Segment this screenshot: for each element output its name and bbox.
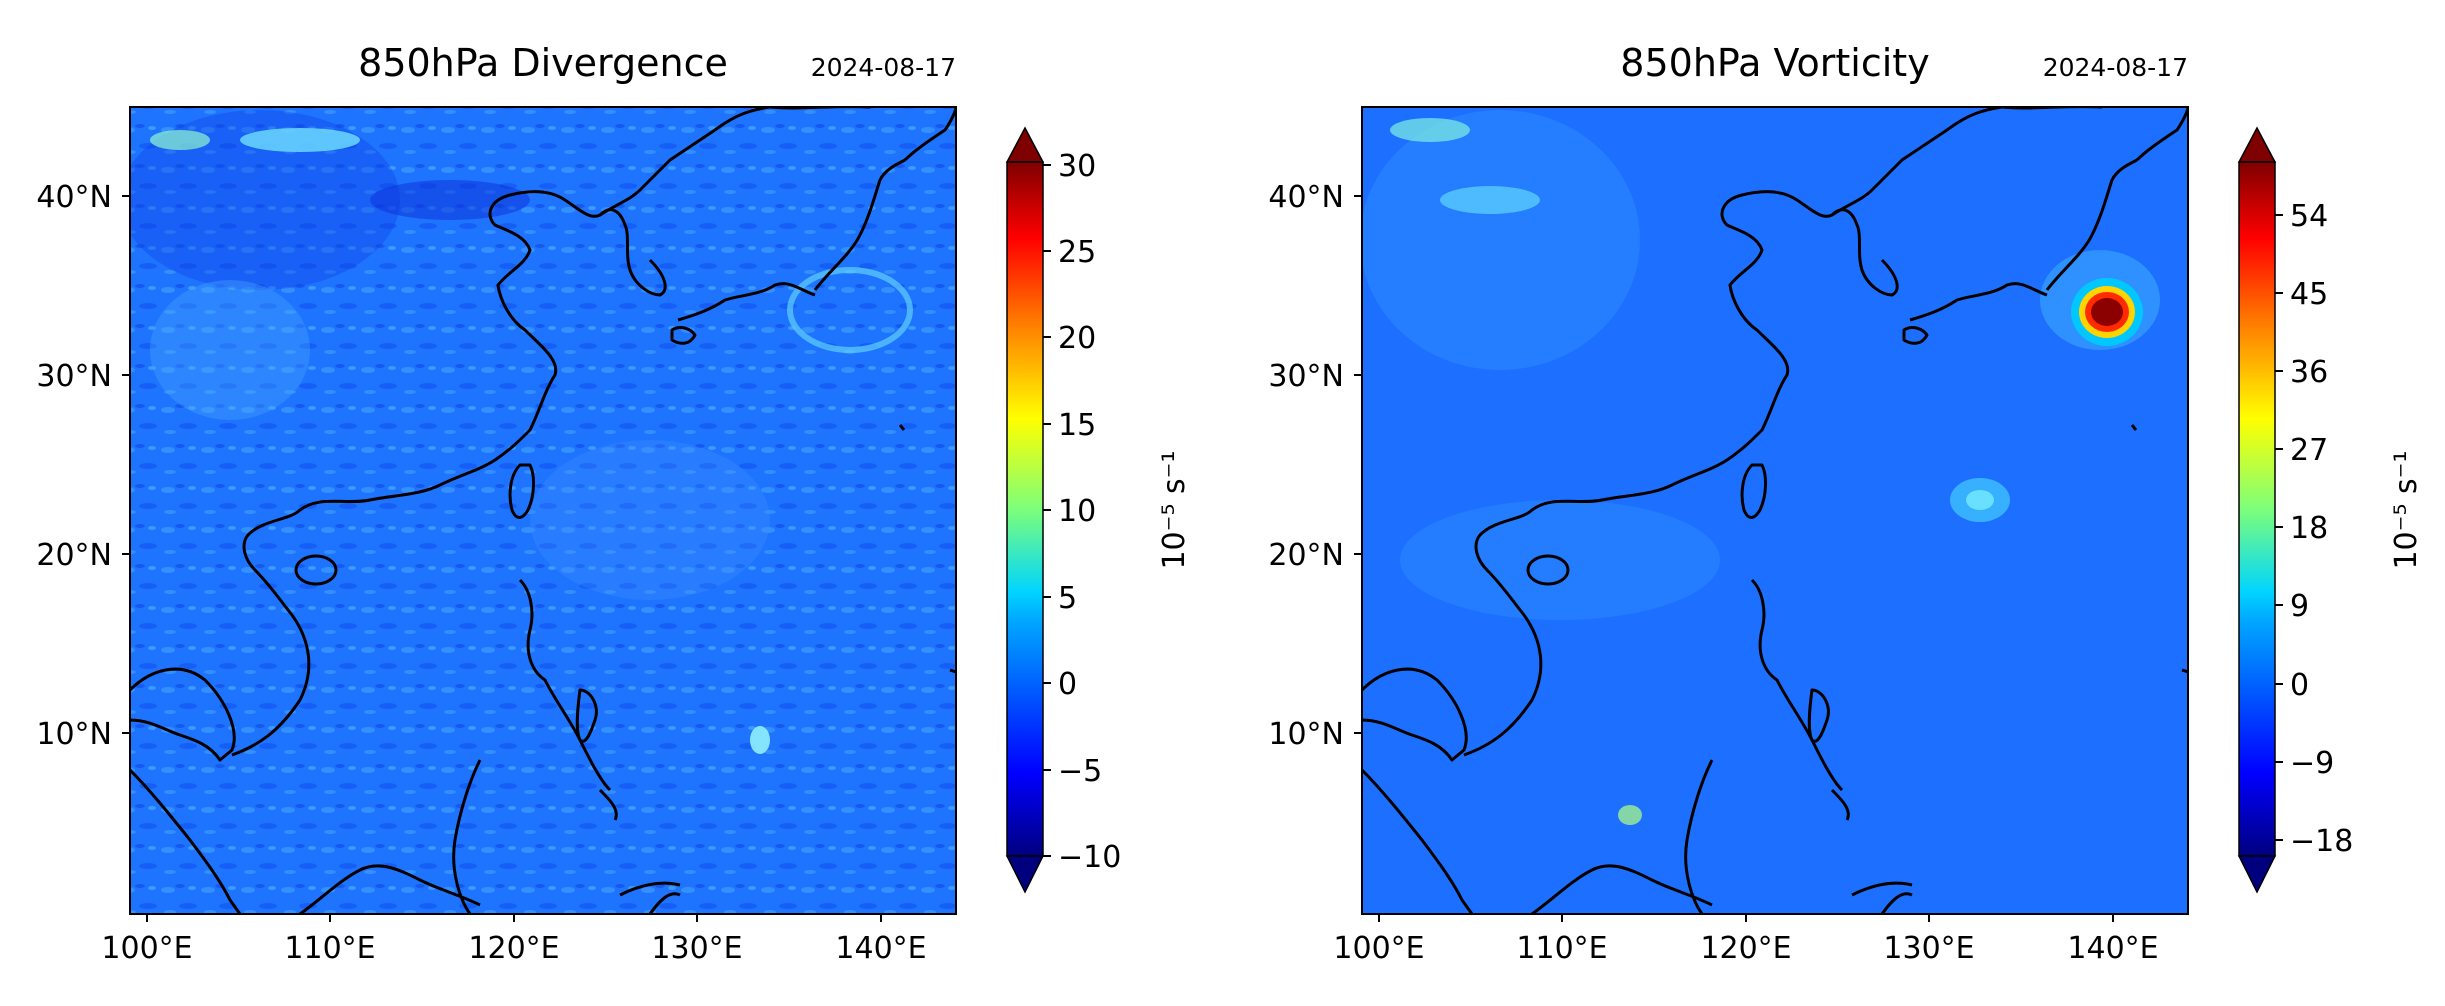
vorticity-x-axis: 100°E 110°E 120°E 130°E 140°E — [1333, 914, 2159, 966]
vorticity-colorbar-tick: 9 — [2290, 589, 2309, 624]
vorticity-x-tick: 120°E — [1700, 931, 1791, 966]
vorticity-x-tick: 100°E — [1333, 931, 1424, 966]
vorticity-x-tick: 130°E — [1883, 931, 1974, 966]
vorticity-panel: 850hPa Vorticity 2024-08-17 — [1268, 41, 2424, 966]
vorticity-x-tick: 140°E — [2067, 931, 2158, 966]
vorticity-colorbar-label: 10⁻⁵ s⁻¹ — [2389, 450, 2424, 569]
divergence-x-tick: 130°E — [651, 931, 742, 966]
vorticity-title: 850hPa Vorticity — [1620, 41, 1929, 85]
divergence-x-tick: 120°E — [468, 931, 559, 966]
divergence-colorbar-tick: 0 — [1058, 667, 1077, 702]
vorticity-x-tick: 110°E — [1516, 931, 1607, 966]
divergence-x-tick: 110°E — [284, 931, 375, 966]
vorticity-map — [1362, 107, 2188, 914]
vorticity-colorbar-tick: 0 — [2290, 668, 2309, 703]
divergence-x-axis: 100°E 110°E 120°E 130°E 140°E — [101, 914, 927, 966]
divergence-y-tick: 20°N — [36, 538, 112, 573]
divergence-colorbar-tick: 20 — [1058, 321, 1096, 356]
divergence-colorbar-extend-bottom — [1005, 855, 1045, 894]
divergence-colorbar-tick: 25 — [1058, 235, 1096, 270]
divergence-colorbar-tick: −10 — [1058, 840, 1121, 875]
divergence-map-frame — [129, 106, 957, 915]
vorticity-y-tick: 10°N — [1268, 717, 1344, 752]
vorticity-colorbar-tick: −18 — [2290, 824, 2353, 859]
divergence-colorbar-tick: 15 — [1058, 408, 1096, 443]
divergence-y-tick: 10°N — [36, 717, 112, 752]
divergence-x-tick: 140°E — [835, 931, 926, 966]
vorticity-colorbar: 54 45 36 27 18 9 0 −9 −18 10⁻⁵ s⁻¹ — [2237, 126, 2424, 894]
vorticity-colorbar-extend-bottom — [2237, 855, 2277, 894]
vorticity-coastlines — [1362, 107, 2188, 914]
vorticity-colorbar-tick: 36 — [2290, 355, 2328, 390]
divergence-colorbar-tick: −5 — [1058, 754, 1102, 789]
divergence-date: 2024-08-17 — [811, 53, 956, 82]
divergence-title: 850hPa Divergence — [358, 41, 728, 85]
divergence-colorbar-tick: 5 — [1058, 581, 1077, 616]
divergence-x-tick: 100°E — [101, 931, 192, 966]
divergence-y-tick: 30°N — [36, 359, 112, 394]
vorticity-y-tick: 40°N — [1268, 180, 1344, 215]
divergence-panel: 850hPa Divergence 2024-08-17 — [36, 41, 1192, 966]
divergence-colorbar: 30 25 20 15 10 5 0 −5 −10 10⁻⁵ s⁻¹ — [1005, 126, 1192, 894]
vorticity-colorbar-tick: 18 — [2290, 511, 2328, 546]
divergence-colorbar-extend-top — [1005, 126, 1045, 163]
vorticity-colorbar-tick: −9 — [2290, 746, 2334, 781]
vorticity-colorbar-tick: 45 — [2290, 277, 2328, 312]
vorticity-y-axis: 40°N 30°N 20°N 10°N — [1268, 180, 1362, 752]
vorticity-date: 2024-08-17 — [2043, 53, 2188, 82]
vorticity-colorbar-tick: 27 — [2290, 433, 2328, 468]
vorticity-colorbar-tick: 54 — [2290, 199, 2328, 234]
divergence-colorbar-tick: 10 — [1058, 494, 1096, 529]
divergence-y-tick: 40°N — [36, 180, 112, 215]
vorticity-y-tick: 30°N — [1268, 359, 1344, 394]
vorticity-map-frame — [1361, 106, 2189, 915]
divergence-colorbar-label: 10⁻⁵ s⁻¹ — [1157, 450, 1192, 569]
divergence-y-axis: 40°N 30°N 20°N 10°N — [36, 180, 130, 752]
vorticity-colorbar-extend-top — [2237, 126, 2277, 163]
divergence-colorbar-tick: 30 — [1058, 149, 1096, 184]
vortex-core — [2071, 278, 2143, 346]
divergence-map — [130, 107, 956, 914]
vorticity-y-tick: 20°N — [1268, 538, 1344, 573]
